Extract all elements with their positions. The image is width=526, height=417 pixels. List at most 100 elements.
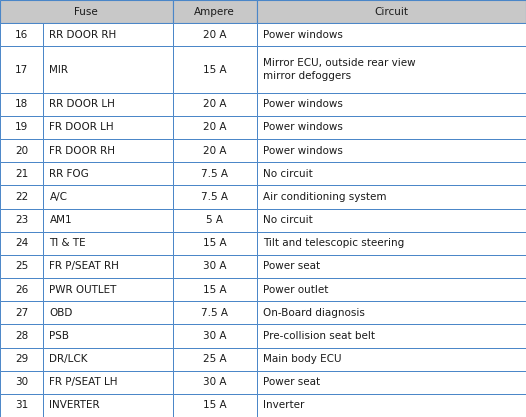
Bar — [257, 278, 526, 301]
Bar — [43, 139, 173, 162]
Bar — [257, 23, 526, 46]
Text: Main body ECU: Main body ECU — [263, 354, 341, 364]
Text: 15 A: 15 A — [203, 65, 226, 75]
Bar — [43, 162, 173, 185]
Bar — [0, 0, 173, 23]
Bar — [0, 347, 43, 371]
Text: Power windows: Power windows — [263, 123, 343, 133]
Bar — [173, 208, 257, 232]
Text: Power seat: Power seat — [263, 377, 320, 387]
Bar — [0, 23, 43, 46]
Bar — [43, 185, 173, 208]
Bar — [257, 324, 526, 347]
Bar — [43, 255, 173, 278]
Bar — [257, 394, 526, 417]
Text: Power windows: Power windows — [263, 99, 343, 109]
Text: Inverter: Inverter — [263, 400, 305, 410]
Text: 18: 18 — [15, 99, 28, 109]
Text: 7.5 A: 7.5 A — [201, 192, 228, 202]
Bar — [173, 46, 257, 93]
Bar — [0, 278, 43, 301]
Text: 25 A: 25 A — [203, 354, 226, 364]
Text: RR FOG: RR FOG — [49, 169, 89, 179]
Text: 15 A: 15 A — [203, 400, 226, 410]
Bar — [257, 208, 526, 232]
Bar — [0, 139, 43, 162]
Bar — [43, 23, 173, 46]
Bar — [257, 232, 526, 255]
Text: 22: 22 — [15, 192, 28, 202]
Bar — [257, 0, 526, 23]
Bar — [257, 255, 526, 278]
Text: 24: 24 — [15, 238, 28, 248]
Bar — [43, 232, 173, 255]
Bar — [173, 23, 257, 46]
Bar — [0, 394, 43, 417]
Bar — [0, 116, 43, 139]
Text: 31: 31 — [15, 400, 28, 410]
Text: 29: 29 — [15, 354, 28, 364]
Bar — [257, 347, 526, 371]
Text: PSB: PSB — [49, 331, 69, 341]
Text: 28: 28 — [15, 331, 28, 341]
Text: Tilt and telescopic steering: Tilt and telescopic steering — [263, 238, 404, 248]
Bar — [43, 371, 173, 394]
Bar — [0, 255, 43, 278]
Text: 20 A: 20 A — [203, 30, 226, 40]
Text: Power windows: Power windows — [263, 30, 343, 40]
Text: AM1: AM1 — [49, 215, 72, 225]
Text: 5 A: 5 A — [206, 215, 223, 225]
Text: Air conditioning system: Air conditioning system — [263, 192, 387, 202]
Text: No circuit: No circuit — [263, 215, 313, 225]
Text: 30 A: 30 A — [203, 377, 226, 387]
Bar — [257, 116, 526, 139]
Bar — [173, 93, 257, 116]
Bar — [43, 324, 173, 347]
Bar — [0, 208, 43, 232]
Text: 17: 17 — [15, 65, 28, 75]
Bar — [173, 232, 257, 255]
Bar — [257, 301, 526, 324]
Bar — [173, 371, 257, 394]
Bar — [0, 162, 43, 185]
Bar — [173, 185, 257, 208]
Bar — [173, 347, 257, 371]
Bar — [43, 46, 173, 93]
Text: 25: 25 — [15, 261, 28, 271]
Text: 27: 27 — [15, 308, 28, 318]
Bar — [43, 394, 173, 417]
Text: FR DOOR LH: FR DOOR LH — [49, 123, 114, 133]
Text: Ampere: Ampere — [194, 7, 235, 17]
Text: Fuse: Fuse — [74, 7, 98, 17]
Bar — [43, 347, 173, 371]
Bar — [43, 208, 173, 232]
Text: 15 A: 15 A — [203, 284, 226, 294]
Bar — [0, 93, 43, 116]
Text: 19: 19 — [15, 123, 28, 133]
Bar — [257, 46, 526, 93]
Text: Circuit: Circuit — [375, 7, 408, 17]
Bar — [257, 185, 526, 208]
Text: 30: 30 — [15, 377, 28, 387]
Bar — [173, 139, 257, 162]
Text: 7.5 A: 7.5 A — [201, 308, 228, 318]
Bar — [43, 278, 173, 301]
Text: 20 A: 20 A — [203, 99, 226, 109]
Bar — [173, 324, 257, 347]
Bar — [0, 185, 43, 208]
Text: On-Board diagnosis: On-Board diagnosis — [263, 308, 365, 318]
Text: FR DOOR RH: FR DOOR RH — [49, 146, 115, 156]
Text: 23: 23 — [15, 215, 28, 225]
Text: INVERTER: INVERTER — [49, 400, 100, 410]
Text: 20: 20 — [15, 146, 28, 156]
Text: FR P/SEAT RH: FR P/SEAT RH — [49, 261, 119, 271]
Bar — [257, 162, 526, 185]
Text: RR DOOR LH: RR DOOR LH — [49, 99, 115, 109]
Text: MIR: MIR — [49, 65, 68, 75]
Bar — [173, 162, 257, 185]
Text: 26: 26 — [15, 284, 28, 294]
Text: 21: 21 — [15, 169, 28, 179]
Bar — [43, 93, 173, 116]
Text: 7.5 A: 7.5 A — [201, 169, 228, 179]
Text: Mirror ECU, outside rear view
mirror defoggers: Mirror ECU, outside rear view mirror def… — [263, 58, 416, 81]
